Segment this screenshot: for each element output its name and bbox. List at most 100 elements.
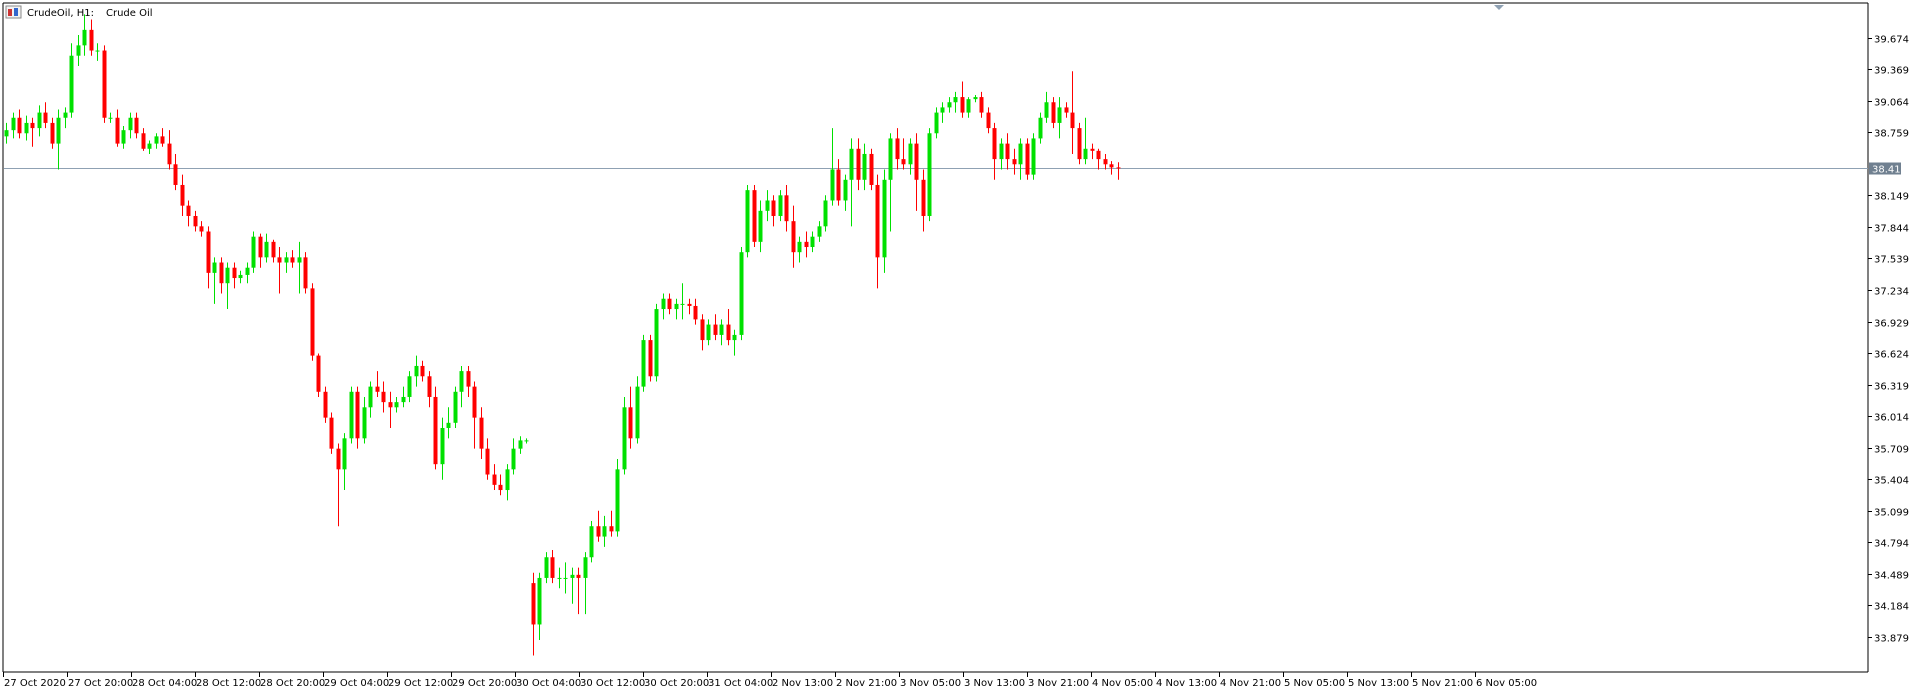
bear-candle (199, 221, 204, 237)
candle-body (173, 164, 178, 185)
candle-body (479, 417, 484, 449)
bull-candle (121, 126, 126, 149)
candle-body (518, 440, 523, 449)
bull-candle (1018, 138, 1023, 180)
bull-candle (297, 241, 302, 294)
candle-body (674, 303, 679, 310)
bull-candle (37, 105, 42, 137)
candle-body (492, 474, 497, 485)
bull-candle (407, 371, 412, 403)
candle-body (69, 55, 74, 113)
y-tick-label: 34.489 (1874, 571, 1909, 582)
bear-candle (856, 138, 861, 191)
candle-body (700, 319, 705, 341)
candle-body (349, 391, 354, 439)
bull-candle (888, 133, 893, 232)
y-tick-label: 39.674 (1874, 35, 1909, 46)
bull-candle (128, 112, 133, 139)
bull-candle (95, 43, 100, 61)
candle-body (446, 422, 451, 428)
bull-candle (622, 396, 627, 475)
bull-candle (362, 396, 367, 444)
candle-body (544, 557, 549, 578)
bear-candle (388, 391, 393, 428)
candle-body (713, 324, 718, 335)
bear-candle (329, 412, 334, 454)
x-tick-label: 30 Oct 04:00 (516, 678, 581, 689)
bear-candle (277, 247, 282, 294)
candle-body (641, 340, 646, 387)
x-tick-label: 5 Nov 05:00 (1284, 678, 1345, 689)
candle-body (30, 122, 35, 129)
bull-candle (401, 386, 406, 408)
bear-candle (804, 231, 809, 258)
bear-candle (420, 360, 425, 382)
candle-body (1103, 159, 1108, 165)
bull-candle (511, 438, 516, 475)
bull-candle (245, 262, 250, 284)
bear-candle (336, 443, 341, 527)
bear-candle (89, 19, 94, 56)
candle-body (284, 257, 289, 263)
candle-body (752, 190, 757, 242)
candle-body (1064, 107, 1069, 113)
x-tick-label: 5 Nov 21:00 (1412, 678, 1473, 689)
x-tick-label: 3 Nov 05:00 (900, 678, 961, 689)
candle-body (947, 102, 952, 108)
current-price-label: 38.415 (1869, 162, 1907, 176)
bear-candle (693, 298, 698, 325)
candle-body (1044, 102, 1049, 118)
bear-candle (836, 159, 841, 206)
candle-body (368, 386, 373, 408)
candle-body (940, 107, 945, 113)
bull-candle (154, 133, 159, 149)
candle-body (225, 267, 230, 284)
candle-body (37, 112, 42, 129)
y-tick-label: 37.844 (1874, 224, 1909, 235)
bear-candle (167, 130, 172, 170)
candle-body (791, 221, 796, 253)
bear-candle (206, 226, 211, 289)
candle-body (329, 417, 334, 449)
bull-candle (843, 174, 848, 211)
bear-candle (1070, 71, 1075, 154)
bear-candle (914, 133, 919, 211)
bear-candle (427, 371, 432, 408)
bull-candle (810, 231, 815, 253)
candle-body (836, 169, 841, 201)
bull-candle (732, 329, 737, 356)
candle-body (856, 148, 861, 180)
candle-body (648, 340, 653, 377)
candle-body (524, 440, 529, 442)
bear-candle (648, 334, 653, 382)
candle-body (921, 179, 926, 216)
candle-body (466, 371, 471, 387)
candle-body (401, 396, 406, 403)
candle-body (882, 179, 887, 258)
candle-body (914, 143, 919, 180)
bull-candle (82, 14, 87, 56)
candle-body (17, 117, 22, 134)
candle-body (147, 143, 152, 149)
candle-body (433, 396, 438, 465)
candle-body (986, 112, 991, 129)
x-tick-label: 28 Oct 20:00 (260, 678, 325, 689)
candle-body (362, 407, 367, 439)
candle-body (869, 153, 874, 185)
candle-body (310, 288, 315, 356)
y-tick-label: 35.099 (1874, 508, 1909, 519)
candle-body (206, 231, 211, 273)
chart-shift-marker-icon[interactable] (1494, 5, 1504, 10)
bull-candle (1083, 117, 1088, 165)
x-tick-label: 4 Nov 05:00 (1092, 678, 1153, 689)
bear-candle (700, 314, 705, 351)
chart-window-icon[interactable] (5, 5, 22, 19)
bear-candle (173, 153, 178, 191)
candle-body (726, 324, 731, 341)
candle-body (323, 391, 328, 418)
bull-candle (570, 567, 575, 604)
bear-candle (141, 128, 146, 151)
candle-body (797, 241, 802, 253)
bull-candle (518, 436, 523, 454)
